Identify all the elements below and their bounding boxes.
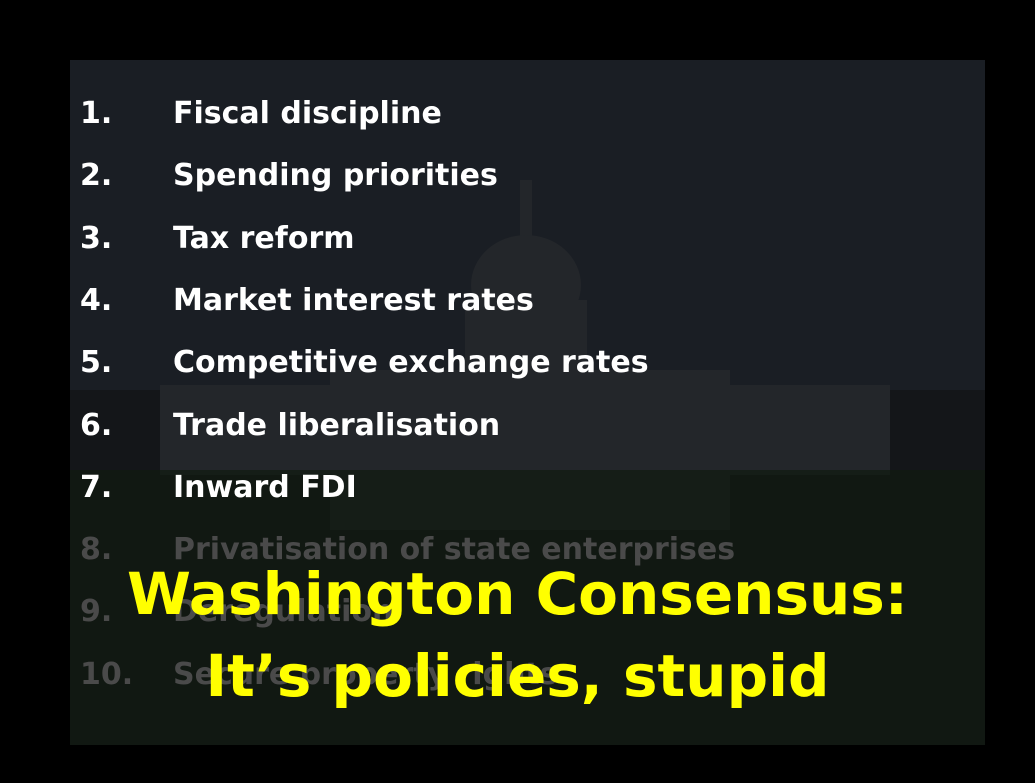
item-number: 7.	[80, 470, 112, 505]
item-text: Competitive exchange rates	[173, 345, 649, 380]
item-text: Trade liberalisation	[173, 408, 500, 443]
item-number: 5.	[80, 345, 112, 380]
item-number: 4.	[80, 283, 112, 318]
item-number: 6.	[80, 408, 112, 443]
title-line-2: It’s policies, stupid	[0, 642, 1035, 710]
item-number: 2.	[80, 158, 112, 193]
item-number: 3.	[80, 221, 112, 256]
item-text: Market interest rates	[173, 283, 534, 318]
slide: 1. Fiscal discipline 2. Spending priorities…	[0, 0, 1035, 783]
item-number: 1.	[80, 96, 112, 131]
item-text: Spending priorities	[173, 158, 498, 193]
item-text: Fiscal discipline	[173, 96, 442, 131]
item-text: Inward FDI	[173, 470, 357, 505]
title-line-1: Washington Consensus:	[0, 560, 1035, 628]
item-text: Tax reform	[173, 221, 355, 256]
